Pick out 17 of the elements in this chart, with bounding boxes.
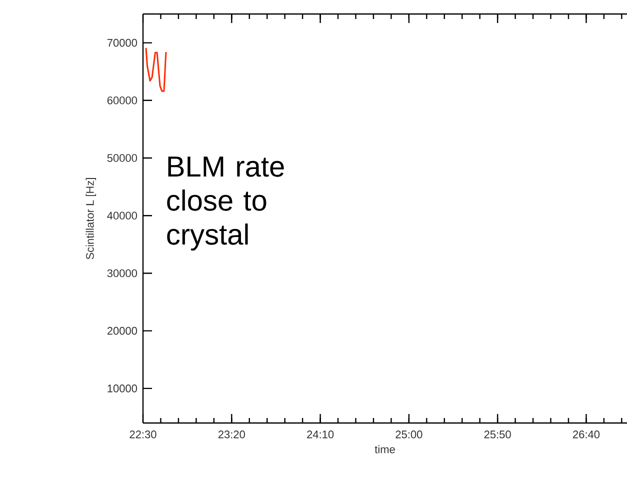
x-tick-label: 23:20 xyxy=(218,430,245,438)
x-tick-label: 25:00 xyxy=(396,430,422,438)
y-tick-label: 60000 xyxy=(107,96,138,104)
y-tick-label: 10000 xyxy=(108,384,138,392)
y-axis-title: Scintillator L [Hz] xyxy=(86,178,96,260)
line-series xyxy=(145,47,167,92)
y-tick-label: 50000 xyxy=(107,154,138,162)
y-tick-label: 20000 xyxy=(107,326,138,335)
x-tick-label: 26:40 xyxy=(573,430,600,438)
x-tick-label: 25:50 xyxy=(484,430,511,438)
y-tick-label: 40000 xyxy=(107,212,138,220)
annotation: BLM rate close to crystal xyxy=(167,156,284,251)
x-tick-label: 24:10 xyxy=(307,430,334,438)
x-axis-title: time xyxy=(374,445,395,454)
y-tick-label: 70000 xyxy=(107,38,138,47)
y-tick-label: 30000 xyxy=(107,269,138,278)
x-tick-label: 22:30 xyxy=(130,430,156,438)
